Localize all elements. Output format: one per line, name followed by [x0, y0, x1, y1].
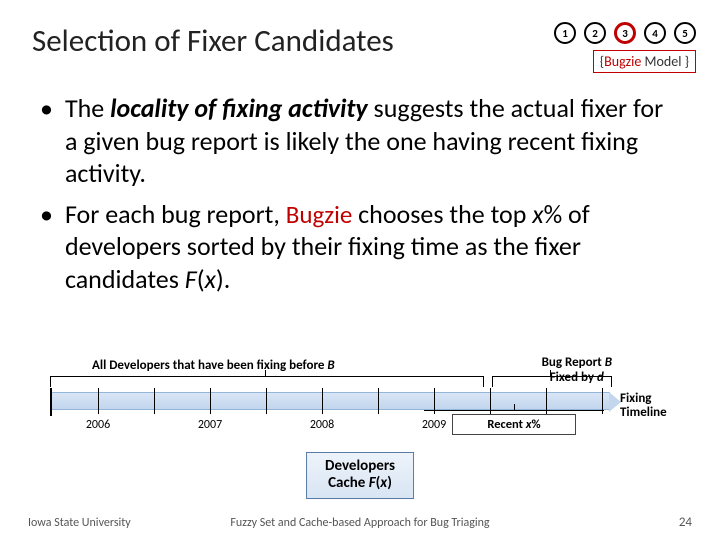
timeline-tick [98, 388, 99, 414]
timeline-tick [322, 388, 323, 414]
timeline-tick [50, 388, 52, 416]
bullet-2: • For each bug report, Bugzie chooses th… [40, 198, 680, 296]
tlr-l1-var: B [605, 355, 612, 370]
tlr-l1-pre: Bug Report [542, 355, 605, 370]
b2-F: F [185, 263, 197, 295]
tll-var: B [327, 358, 334, 373]
b1-emph: locality of fixing activity [110, 92, 368, 124]
recent-box: Recent x% [452, 414, 576, 435]
step-2: 2 [584, 22, 606, 44]
b2-mid: chooses the top [352, 198, 532, 230]
step-1: 1 [554, 22, 576, 44]
ftl-l2: Timeline [620, 406, 700, 420]
model-word: Model [641, 53, 684, 70]
model-badge: {Bugzie Model } [593, 50, 696, 73]
bugzie-word: Bugzie [604, 53, 641, 70]
b2-bugzie: Bugzie [286, 199, 353, 230]
dc-l1: Developers [325, 458, 395, 475]
fixing-timeline-label: Fixing Timeline [620, 392, 700, 421]
b1-pre: The [65, 92, 110, 124]
timeline-band [50, 392, 610, 410]
tll-pre: All Developers that have been fixing bef… [92, 358, 327, 373]
step-indicator: 1 2 3 4 5 [554, 22, 696, 44]
dc-l2: Cache F(x) [325, 475, 395, 492]
bullet-1-text: The locality of fixing activity suggests… [65, 92, 680, 190]
timeline-tick [266, 388, 267, 414]
step-5: 5 [674, 22, 696, 44]
bracket-right [492, 376, 610, 390]
recent-pre: Recent [487, 417, 525, 432]
b2-pre: For each bug report, [65, 198, 286, 230]
footer-center: Fuzzy Set and Cache-based Approach for B… [230, 516, 489, 530]
dc-F: F [369, 474, 376, 492]
b2-close: ). [216, 263, 230, 295]
footer-right: 24 [679, 515, 692, 530]
step-4: 4 [644, 22, 666, 44]
ftl-l1: Fixing [620, 392, 700, 406]
footer-left: Iowa State University [28, 516, 131, 530]
timeline-tick [378, 388, 379, 414]
timeline-year: 2009 [422, 418, 446, 432]
timeline-year: 2008 [310, 418, 334, 432]
slide: Selection of Fixer Candidates 1 2 3 4 5 … [0, 0, 720, 540]
page-title: Selection of Fixer Candidates [32, 22, 394, 60]
tlr-l1: Bug Report B [542, 356, 612, 371]
bullet-2-text: For each bug report, Bugzie chooses the … [65, 198, 680, 296]
bullet-1: • The locality of fixing activity sugges… [40, 92, 680, 190]
timeline-left-label: All Developers that have been fixing bef… [92, 358, 335, 373]
recent-post: % [532, 417, 541, 432]
body-text: • The locality of fixing activity sugges… [40, 92, 680, 303]
dc-close: ) [387, 474, 392, 492]
step-3: 3 [614, 22, 636, 44]
developers-cache-box: Developers Cache F(x) [306, 452, 414, 499]
b2-x: x [532, 198, 543, 230]
b2-open: ( [197, 263, 205, 295]
timeline-tick [154, 388, 155, 414]
brace-close: } [685, 53, 689, 70]
dc-pre: Cache [328, 474, 369, 492]
bullet-dot: • [40, 198, 53, 296]
timeline-tick [210, 388, 211, 414]
timeline-year: 2007 [198, 418, 222, 432]
bullet-dot: • [40, 92, 53, 190]
b2-x2: x [205, 263, 216, 295]
timeline-year: 2006 [86, 418, 110, 432]
